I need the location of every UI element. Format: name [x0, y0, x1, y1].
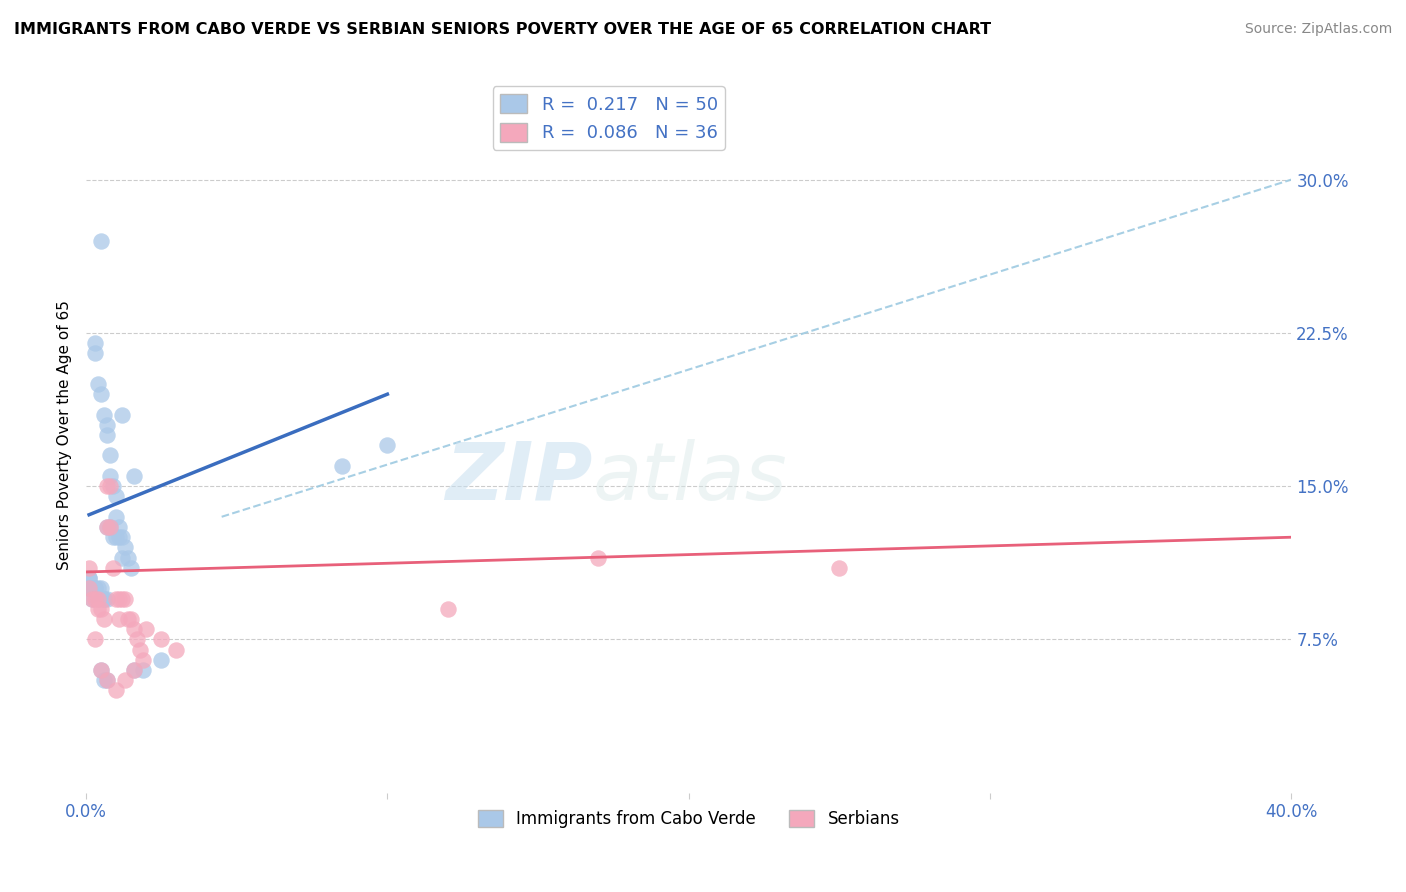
Point: [98, 520, 121, 534]
Point: [120, 561, 142, 575]
Text: ZIP: ZIP: [444, 439, 592, 517]
Point: [96, 673, 118, 688]
Point: [96, 591, 118, 606]
Point: [93, 591, 115, 606]
Point: [117, 550, 139, 565]
Point: [150, 653, 173, 667]
Point: [103, 530, 125, 544]
Point: [135, 622, 157, 636]
Point: [124, 622, 146, 636]
Point: [111, 408, 134, 422]
Point: [96, 673, 118, 688]
Point: [98, 469, 121, 483]
Point: [84, 336, 107, 351]
Point: [132, 663, 155, 677]
Point: [98, 479, 121, 493]
Point: [117, 612, 139, 626]
Y-axis label: Seniors Poverty Over the Age of 65: Seniors Poverty Over the Age of 65: [58, 300, 72, 570]
Text: Source: ZipAtlas.com: Source: ZipAtlas.com: [1244, 22, 1392, 37]
Point: [90, 663, 112, 677]
Point: [98, 520, 121, 534]
Point: [93, 673, 115, 688]
Text: atlas: atlas: [592, 439, 787, 517]
Point: [111, 591, 134, 606]
Point: [87, 601, 110, 615]
Point: [103, 561, 125, 575]
Point: [77, 571, 100, 585]
Point: [132, 653, 155, 667]
Point: [114, 591, 136, 606]
Point: [330, 458, 353, 473]
Point: [108, 520, 131, 534]
Point: [90, 601, 112, 615]
Point: [108, 530, 131, 544]
Point: [87, 376, 110, 391]
Point: [96, 479, 118, 493]
Point: [98, 449, 121, 463]
Point: [150, 632, 173, 647]
Point: [124, 663, 146, 677]
Point: [84, 346, 107, 360]
Point: [87, 582, 110, 596]
Point: [90, 582, 112, 596]
Point: [96, 520, 118, 534]
Legend: Immigrants from Cabo Verde, Serbians: Immigrants from Cabo Verde, Serbians: [471, 803, 907, 834]
Point: [82, 582, 104, 596]
Point: [105, 489, 128, 503]
Point: [166, 642, 188, 657]
Point: [93, 612, 115, 626]
Point: [82, 591, 104, 606]
Point: [96, 428, 118, 442]
Point: [87, 591, 110, 606]
Point: [96, 417, 118, 432]
Point: [77, 582, 100, 596]
Point: [77, 571, 100, 585]
Point: [90, 591, 112, 606]
Point: [93, 591, 115, 606]
Point: [84, 582, 107, 596]
Point: [103, 479, 125, 493]
Point: [90, 387, 112, 401]
Point: [377, 438, 399, 452]
Point: [77, 582, 100, 596]
Point: [77, 582, 100, 596]
Point: [129, 642, 152, 657]
Point: [111, 550, 134, 565]
Point: [124, 469, 146, 483]
Point: [114, 673, 136, 688]
Point: [588, 550, 610, 565]
Point: [828, 561, 851, 575]
Point: [436, 601, 458, 615]
Point: [82, 591, 104, 606]
Point: [105, 683, 128, 698]
Point: [105, 530, 128, 544]
Point: [77, 561, 100, 575]
Point: [108, 612, 131, 626]
Point: [120, 612, 142, 626]
Text: IMMIGRANTS FROM CABO VERDE VS SERBIAN SENIORS POVERTY OVER THE AGE OF 65 CORRELA: IMMIGRANTS FROM CABO VERDE VS SERBIAN SE…: [14, 22, 991, 37]
Point: [87, 591, 110, 606]
Point: [84, 582, 107, 596]
Point: [105, 591, 128, 606]
Point: [111, 530, 134, 544]
Point: [93, 408, 115, 422]
Point: [84, 591, 107, 606]
Point: [108, 591, 131, 606]
Point: [127, 632, 149, 647]
Point: [90, 663, 112, 677]
Point: [124, 663, 146, 677]
Point: [114, 541, 136, 555]
Point: [96, 520, 118, 534]
Point: [105, 509, 128, 524]
Point: [90, 234, 112, 248]
Point: [82, 582, 104, 596]
Point: [84, 632, 107, 647]
